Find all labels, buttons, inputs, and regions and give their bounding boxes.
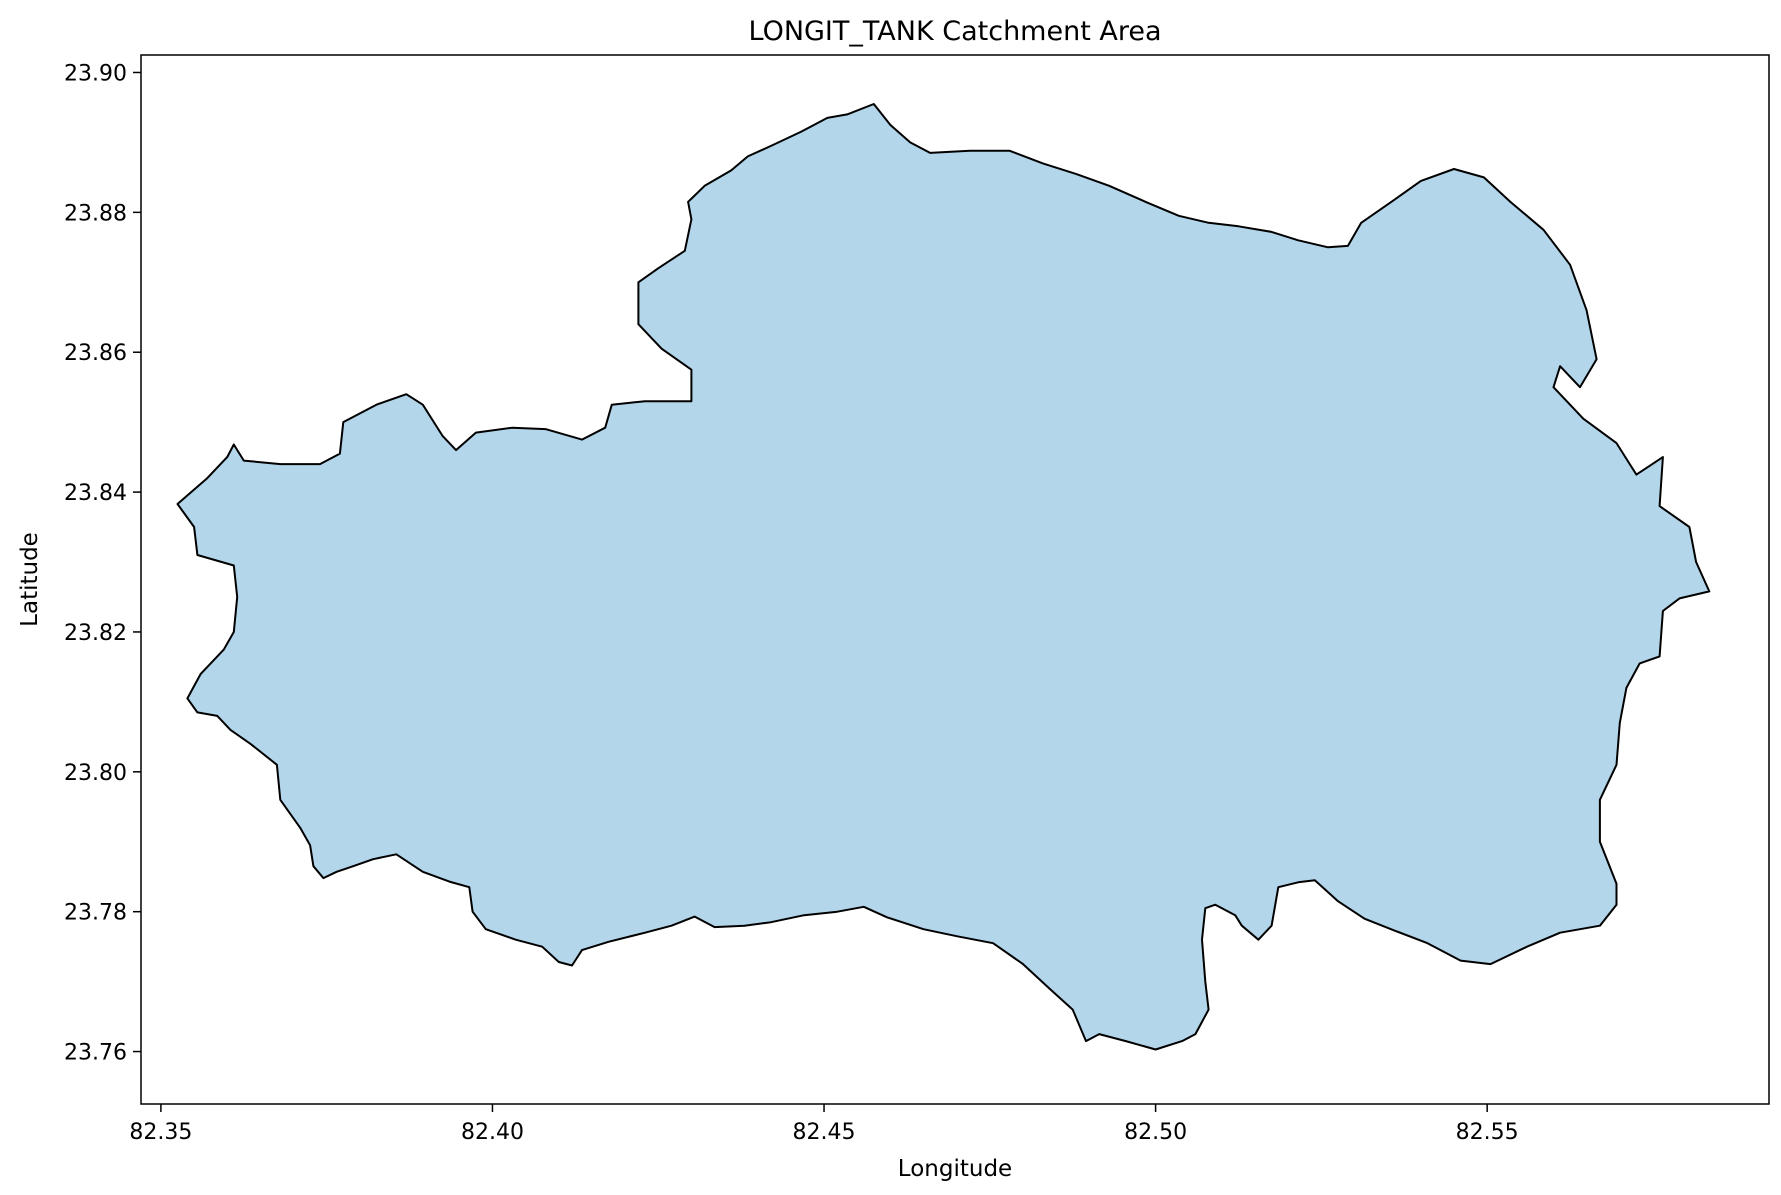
y-axis-ticks: 23.76 23.78 23.80 23.82 23.84 23.86 23.88 23.90 <box>64 61 141 1066</box>
x-tick-label: 82.50 <box>1124 1120 1187 1145</box>
x-tick-label: 82.40 <box>461 1120 524 1145</box>
y-tick-label: 23.90 <box>64 61 127 86</box>
y-axis-label: Latitude <box>17 532 43 627</box>
x-tick-label: 82.55 <box>1456 1120 1519 1145</box>
y-tick-label: 23.84 <box>64 481 127 506</box>
x-tick-label: 82.35 <box>129 1120 192 1145</box>
y-tick-label: 23.86 <box>64 341 127 366</box>
y-tick-label: 23.76 <box>64 1041 127 1066</box>
y-tick-label: 23.88 <box>64 201 127 226</box>
x-axis-ticks: 82.35 82.40 82.45 82.50 82.55 <box>129 1104 1519 1145</box>
axes-frame <box>140 54 1770 1105</box>
x-tick-label: 82.45 <box>793 1120 856 1145</box>
chart-title: LONGIT_TANK Catchment Area <box>748 16 1161 47</box>
x-axis-label: Longitude <box>898 1156 1012 1182</box>
y-tick-label: 23.80 <box>64 761 127 786</box>
y-tick-label: 23.78 <box>64 901 127 926</box>
plot-area <box>176 103 1711 1051</box>
catchment-polygon <box>176 103 1711 1051</box>
y-tick-label: 23.82 <box>64 621 127 646</box>
